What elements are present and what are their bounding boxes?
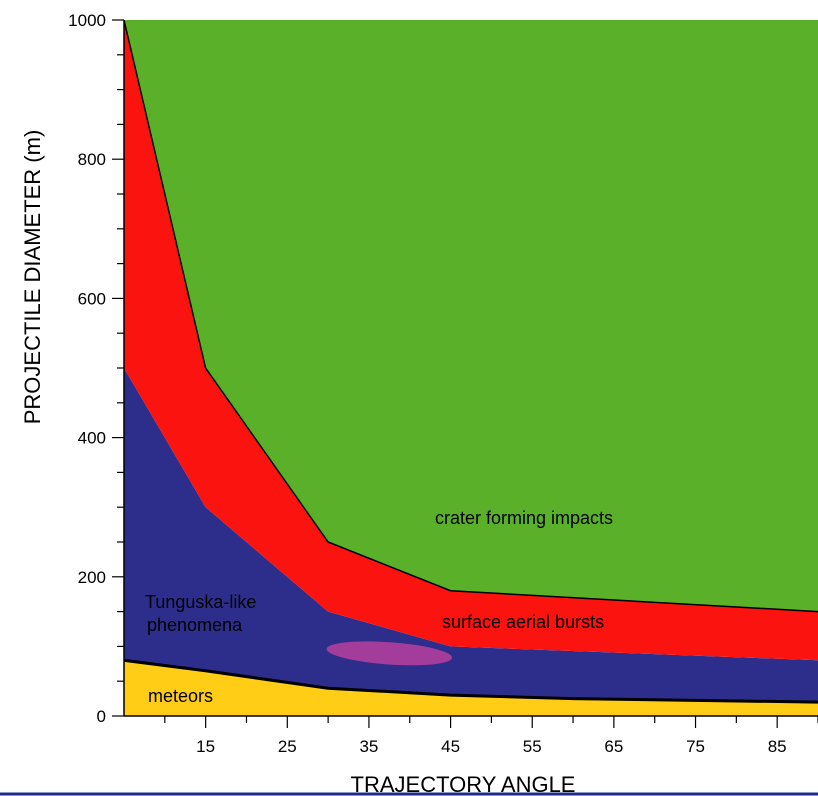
x-tick-label: 65 (604, 737, 623, 756)
y-tick-label: 1000 (68, 11, 106, 30)
boundaries-layer (123, 19, 818, 704)
label-aerial-bursts: surface aerial bursts (442, 612, 604, 632)
x-axis-title: TRAJECTORY ANGLE (351, 772, 576, 796)
x-tick-label: 85 (768, 737, 787, 756)
y-axis-title: PROJECTILE DIAMETER (m) (20, 130, 45, 425)
x-tick-label: 25 (278, 737, 297, 756)
y-tick-label: 400 (78, 429, 106, 448)
label-meteors: meteors (148, 686, 213, 706)
x-tick-label: 15 (196, 737, 215, 756)
meteors-boundary-line (123, 658, 818, 704)
region-aerial-bursts (124, 20, 818, 661)
bursts-boundary-line (123, 19, 818, 613)
label-crater: crater forming impacts (435, 508, 613, 528)
region-tunguska (124, 368, 818, 703)
x-tick-label: 35 (359, 737, 378, 756)
highlight-ellipse (326, 641, 453, 666)
x-tick-label: 55 (523, 737, 542, 756)
y-tick-label: 600 (78, 289, 106, 308)
x-tick-label: 45 (441, 737, 460, 756)
y-tick-label: 800 (78, 150, 106, 169)
region-crater (124, 20, 818, 612)
regions-layer (124, 20, 818, 716)
axes-layer: 0 200 400 600 800 1000 15 25 35 45 55 65 75 85 (68, 11, 818, 756)
y-tick-label: 0 (97, 707, 106, 726)
label-tunguska: Tunguska-like phenomena (145, 592, 256, 635)
y-tick-label: 200 (78, 568, 106, 587)
highlight-layer (326, 641, 453, 666)
x-tick-label: 75 (686, 737, 705, 756)
region-meteors (124, 660, 818, 716)
labels-layer: meteors Tunguska-like phenomena surface aer… (145, 508, 613, 706)
